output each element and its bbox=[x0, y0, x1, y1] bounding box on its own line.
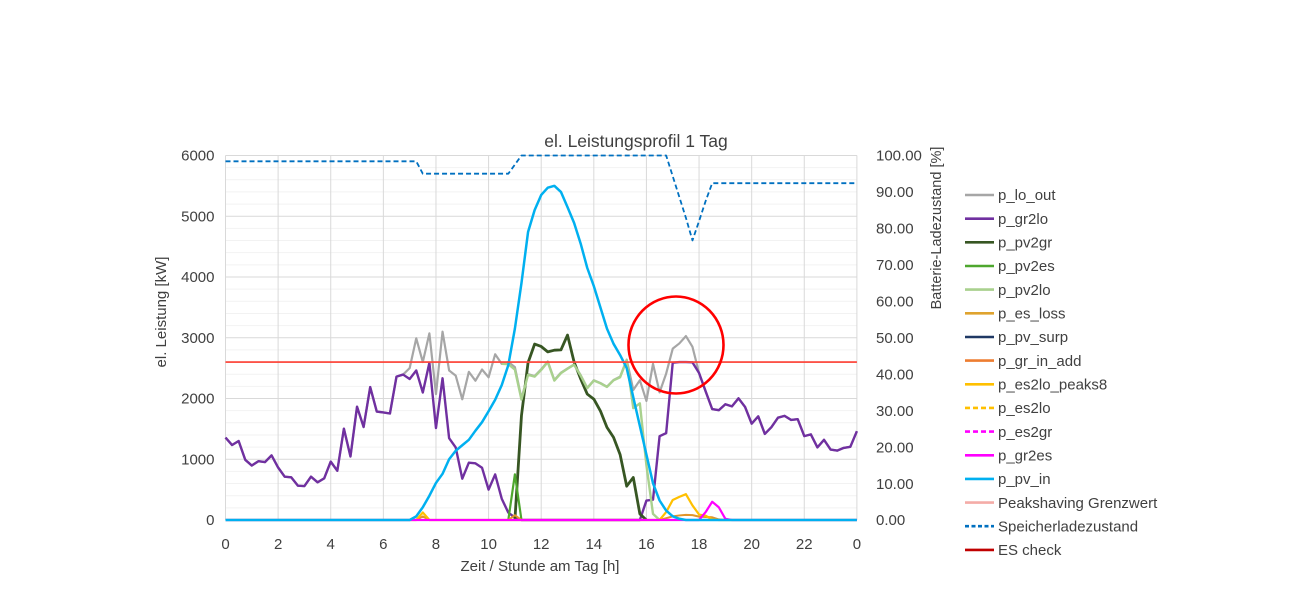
svg-text:6000: 6000 bbox=[181, 148, 214, 165]
svg-text:p_lo_out: p_lo_out bbox=[998, 187, 1056, 204]
svg-text:p_pv2es: p_pv2es bbox=[998, 258, 1055, 275]
svg-text:12: 12 bbox=[533, 536, 550, 553]
svg-text:40.00: 40.00 bbox=[876, 366, 914, 383]
svg-text:p_pv_surp: p_pv_surp bbox=[998, 329, 1068, 346]
svg-text:p_es2gr: p_es2gr bbox=[998, 424, 1052, 441]
svg-text:80.00: 80.00 bbox=[876, 221, 914, 238]
svg-text:p_es2lo: p_es2lo bbox=[998, 400, 1051, 417]
svg-text:el. Leistungsprofil 1 Tag: el. Leistungsprofil 1 Tag bbox=[544, 131, 728, 151]
svg-text:Zeit / Stunde am Tag [h]: Zeit / Stunde am Tag [h] bbox=[461, 558, 620, 575]
svg-text:2000: 2000 bbox=[181, 391, 214, 408]
svg-text:4: 4 bbox=[327, 536, 335, 553]
svg-text:ES check: ES check bbox=[998, 542, 1062, 559]
svg-text:1000: 1000 bbox=[181, 451, 214, 468]
svg-text:14: 14 bbox=[585, 536, 602, 553]
svg-text:p_pv2gr: p_pv2gr bbox=[998, 235, 1052, 252]
svg-text:0.00: 0.00 bbox=[876, 512, 905, 529]
svg-text:0: 0 bbox=[221, 536, 229, 553]
svg-text:p_es2lo_peaks8: p_es2lo_peaks8 bbox=[998, 377, 1107, 394]
svg-text:0: 0 bbox=[853, 536, 861, 553]
svg-text:2: 2 bbox=[274, 536, 282, 553]
svg-text:0: 0 bbox=[206, 512, 214, 529]
svg-text:el. Leistung [kW]: el. Leistung [kW] bbox=[153, 257, 170, 368]
svg-text:16: 16 bbox=[638, 536, 655, 553]
svg-text:8: 8 bbox=[432, 536, 440, 553]
svg-text:Batterie-Ladezustand [%]: Batterie-Ladezustand [%] bbox=[929, 147, 945, 310]
svg-text:18: 18 bbox=[691, 536, 708, 553]
svg-text:4000: 4000 bbox=[181, 269, 214, 286]
svg-text:3000: 3000 bbox=[181, 330, 214, 347]
svg-text:p_gr2lo: p_gr2lo bbox=[998, 211, 1048, 228]
svg-text:p_gr_in_add: p_gr_in_add bbox=[998, 353, 1081, 370]
svg-text:70.00: 70.00 bbox=[876, 257, 914, 274]
svg-text:30.00: 30.00 bbox=[876, 403, 914, 420]
svg-text:22: 22 bbox=[796, 536, 813, 553]
svg-text:60.00: 60.00 bbox=[876, 293, 914, 310]
svg-text:90.00: 90.00 bbox=[876, 184, 914, 201]
svg-text:p_pv_in: p_pv_in bbox=[998, 471, 1051, 488]
svg-text:10.00: 10.00 bbox=[876, 476, 914, 493]
svg-text:5000: 5000 bbox=[181, 208, 214, 225]
svg-text:Peakshaving Grenzwert: Peakshaving Grenzwert bbox=[998, 495, 1158, 512]
svg-text:20.00: 20.00 bbox=[876, 439, 914, 456]
svg-text:10: 10 bbox=[480, 536, 497, 553]
svg-text:p_es_loss: p_es_loss bbox=[998, 306, 1066, 323]
svg-text:Speicherladezustand: Speicherladezustand bbox=[998, 518, 1138, 535]
svg-text:100.00: 100.00 bbox=[876, 148, 922, 165]
svg-text:50.00: 50.00 bbox=[876, 330, 914, 347]
svg-text:6: 6 bbox=[379, 536, 387, 553]
svg-text:p_gr2es: p_gr2es bbox=[998, 448, 1052, 465]
svg-text:20: 20 bbox=[743, 536, 760, 553]
svg-text:p_pv2lo: p_pv2lo bbox=[998, 282, 1051, 299]
